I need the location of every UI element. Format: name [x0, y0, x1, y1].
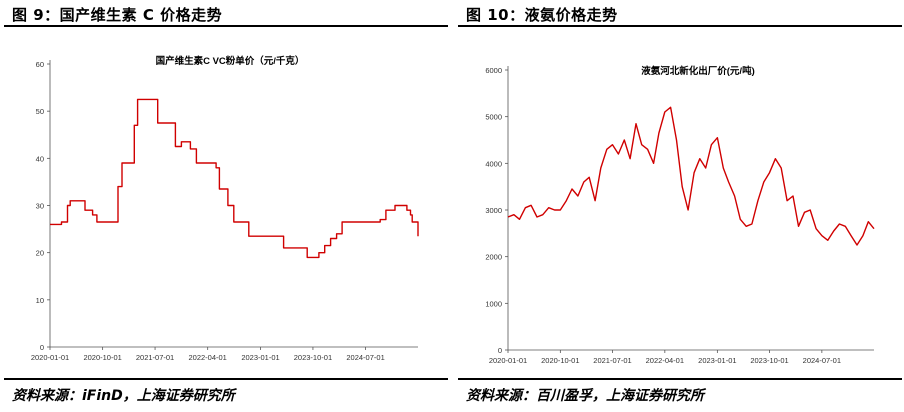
y-tick-label: 10 — [36, 296, 44, 305]
y-tick-label: 60 — [36, 60, 44, 69]
figure-title: 图 9：国产维生素 C 价格走势 — [12, 6, 223, 24]
y-tick-label: 4000 — [485, 159, 502, 168]
bottom-rule — [458, 378, 902, 380]
x-tick-label: 2023-10-01 — [750, 356, 788, 365]
y-tick-label: 40 — [36, 154, 44, 163]
x-tick-label: 2024-07-01 — [803, 356, 841, 365]
vitamin-c-price-chart: 国产维生素C VC粉单价（元/千克） 0 10 20 30 40 50 60 2020-01-0… — [31, 55, 419, 362]
top-rule — [458, 25, 902, 27]
x-tick-label: 2020-10-01 — [541, 356, 579, 365]
bottom-rule — [4, 378, 448, 380]
x-tick-label: 2020-10-01 — [83, 353, 121, 362]
price-series-line — [50, 98, 419, 259]
price-series-line — [507, 106, 875, 246]
source-note: 资料来源：百川盈孚，上海证券研究所 — [466, 388, 704, 404]
x-tick-label: 2022-04-01 — [646, 356, 684, 365]
x-tick-label: 2023-10-01 — [294, 353, 332, 362]
liquid-ammonia-price-chart: 液氨河北新化出厂价(元/吨) 0 1000 2000 3000 4000 5000 6000 2… — [485, 65, 875, 365]
y-tick-label: 1000 — [485, 299, 502, 308]
y-tick-label: 50 — [36, 107, 44, 116]
y-tick-label: 0 — [498, 346, 502, 355]
y-tick-label: 2000 — [485, 253, 502, 262]
y-tick-label: 20 — [36, 249, 44, 258]
y-tick-label: 6000 — [485, 66, 502, 75]
figure-liquid-ammonia: 图 10：液氨价格走势 液氨河北新化出厂价(元/吨) 0 1000 2000 3000 4… — [458, 0, 902, 412]
x-tick-label: 2022-04-01 — [188, 353, 226, 362]
x-tick-label: 2020-01-01 — [489, 356, 527, 365]
y-tick-label: 0 — [40, 343, 44, 352]
top-rule — [4, 25, 448, 27]
y-tick-label: 5000 — [485, 113, 502, 122]
chart-title: 国产维生素C VC粉单价（元/千克） — [156, 55, 305, 67]
source-note: 资料来源：iFinD，上海证券研究所 — [12, 388, 235, 404]
x-tick-label: 2021-07-01 — [593, 356, 631, 365]
x-tick-label: 2024-07-01 — [346, 353, 384, 362]
x-tick-label: 2023-01-01 — [698, 356, 736, 365]
y-tick-label: 30 — [36, 202, 44, 211]
chart-title: 液氨河北新化出厂价(元/吨) — [641, 65, 754, 77]
x-tick-label: 2023-01-01 — [241, 353, 279, 362]
figure-vitamin-c: 图 9：国产维生素 C 价格走势 国产维生素C VC粉单价（元/千克） 0 10 20… — [4, 0, 448, 412]
x-tick-label: 2021-07-01 — [136, 353, 174, 362]
x-tick-label: 2020-01-01 — [31, 353, 69, 362]
figure-title: 图 10：液氨价格走势 — [466, 6, 618, 24]
y-tick-label: 3000 — [485, 206, 502, 215]
